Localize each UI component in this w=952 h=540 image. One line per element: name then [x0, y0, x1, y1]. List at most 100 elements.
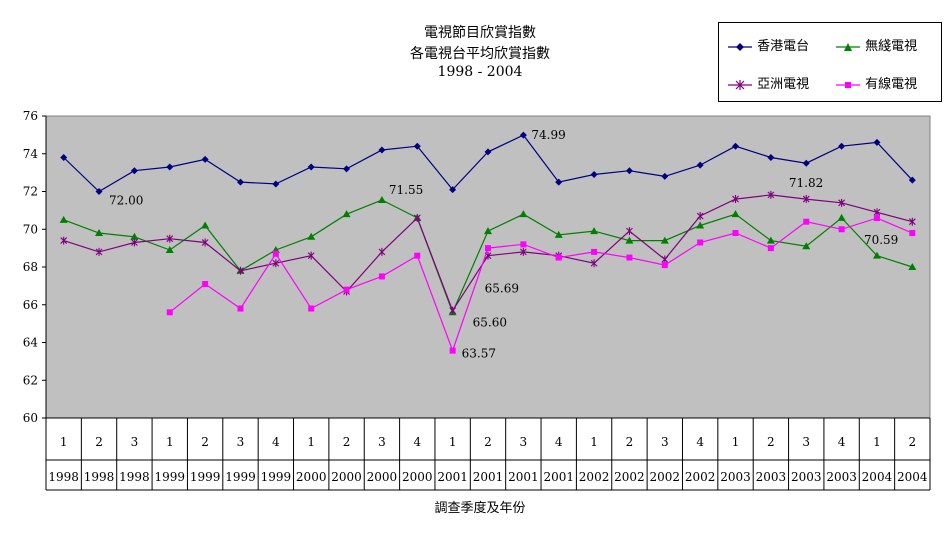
legend-item-rthk: 香港電台: [727, 35, 809, 54]
x-tick-label-year: 2001: [473, 470, 504, 484]
data-label: 65.60: [473, 315, 507, 329]
data-label: 65.69: [485, 281, 519, 295]
x-tick-label-year: 2000: [402, 470, 433, 484]
x-tick-label-quarter: 3: [237, 435, 245, 449]
y-tick-label: 66: [23, 298, 38, 312]
legend-item-cable: 有線電視: [835, 73, 917, 92]
data-label: 70.59: [864, 233, 898, 247]
series-3-point: [697, 239, 703, 245]
x-tick-label-quarter: 4: [838, 435, 846, 449]
legend-label-atv: 亞洲電視: [757, 77, 809, 92]
x-tick-label-year: 2002: [579, 470, 610, 484]
legend-marker-diamond-icon: [727, 41, 753, 53]
x-tick-label-year: 2003: [756, 470, 787, 484]
series-3-point: [237, 306, 243, 312]
data-label: 71.55: [389, 183, 423, 197]
y-tick-label: 72: [23, 185, 38, 199]
x-tick-label-year: 1999: [225, 470, 256, 484]
x-tick-label-year: 1999: [261, 470, 292, 484]
x-tick-label-quarter: 4: [272, 435, 280, 449]
legend: 香港電台 無綫電視 亞洲電視 有線電視: [718, 22, 942, 102]
x-tick-label-quarter: 2: [767, 435, 775, 449]
x-tick-label-year: 2004: [862, 470, 893, 484]
series-3-point: [485, 245, 491, 251]
x-tick-label-quarter: 2: [484, 435, 492, 449]
legend-item-tvb: 無綫電視: [835, 35, 917, 54]
x-tick-label-quarter: 1: [60, 435, 68, 449]
x-tick-label-quarter: 2: [343, 435, 351, 449]
series-3-point: [520, 241, 526, 247]
y-tick-label: 60: [23, 411, 38, 425]
x-tick-label-quarter: 4: [413, 435, 421, 449]
x-tick-label-quarter: 1: [449, 435, 457, 449]
series-3-point: [733, 230, 739, 236]
series-3-point: [591, 249, 597, 255]
data-label: 71.82: [789, 176, 823, 190]
series-3-point: [909, 230, 915, 236]
x-tick-label-year: 1998: [119, 470, 150, 484]
x-tick-label-quarter: 1: [873, 435, 881, 449]
y-tick-label: 70: [23, 222, 38, 236]
x-tick-label-quarter: 2: [908, 435, 916, 449]
series-3-point: [308, 306, 314, 312]
x-tick-label-year: 2004: [897, 470, 928, 484]
x-tick-label-year: 2001: [508, 470, 539, 484]
x-tick-label-quarter: 3: [378, 435, 386, 449]
series-3-point: [414, 253, 420, 259]
x-tick-label-year: 2003: [826, 470, 857, 484]
legend-marker-square-icon: [835, 79, 861, 91]
x-tick-label-year: 1999: [190, 470, 221, 484]
series-3-point: [768, 245, 774, 251]
data-label: 63.57: [462, 347, 496, 361]
x-tick-label-year: 2000: [296, 470, 327, 484]
x-axis-title: 調查季度及年份: [380, 497, 580, 516]
x-tick-label-year: 2001: [543, 470, 574, 484]
x-tick-label-year: 2002: [614, 470, 645, 484]
x-tick-label-quarter: 3: [131, 435, 139, 449]
legend-marker-star-icon: [727, 79, 753, 91]
series-3-point: [273, 251, 279, 257]
series-3-point: [662, 262, 668, 268]
x-tick-label-quarter: 2: [95, 435, 103, 449]
legend-label-cable: 有線電視: [865, 77, 917, 92]
x-tick-label-quarter: 4: [555, 435, 563, 449]
series-3-point: [450, 348, 456, 354]
series-3-point: [202, 281, 208, 287]
series-3-point: [556, 255, 562, 261]
x-tick-label-quarter: 3: [520, 435, 528, 449]
y-tick-label: 62: [23, 373, 38, 387]
data-label: 74.99: [531, 128, 565, 142]
x-tick-label-year: 2000: [331, 470, 362, 484]
x-tick-label-quarter: 1: [307, 435, 315, 449]
x-tick-label-quarter: 1: [732, 435, 740, 449]
y-tick-label: 68: [23, 260, 38, 274]
x-tick-label-quarter: 2: [626, 435, 634, 449]
x-tick-label-year: 2003: [791, 470, 822, 484]
series-3-point: [167, 309, 173, 315]
series-3-point: [379, 273, 385, 279]
x-tick-label-quarter: 3: [802, 435, 810, 449]
series-3-point: [803, 219, 809, 225]
y-tick-label: 74: [23, 147, 39, 161]
x-tick-label-quarter: 1: [590, 435, 598, 449]
legend-marker-triangle-icon: [835, 41, 861, 53]
x-tick-label-year: 1999: [154, 470, 185, 484]
x-tick-label-year: 2002: [650, 470, 681, 484]
data-label: 72.00: [109, 194, 143, 208]
y-tick-label: 64: [23, 336, 39, 350]
x-tick-label-year: 2000: [367, 470, 398, 484]
series-3-point: [344, 287, 350, 293]
y-tick-label: 76: [23, 109, 38, 123]
x-tick-label-quarter: 4: [696, 435, 704, 449]
legend-item-atv: 亞洲電視: [727, 73, 809, 92]
x-tick-label-year: 2003: [720, 470, 751, 484]
x-tick-label-quarter: 3: [661, 435, 669, 449]
x-tick-label-quarter: 1: [166, 435, 174, 449]
legend-label-rthk: 香港電台: [757, 39, 809, 54]
x-tick-label-year: 1998: [84, 470, 115, 484]
series-3-point: [839, 226, 845, 232]
legend-label-tvb: 無綫電視: [865, 39, 917, 54]
x-tick-label-quarter: 2: [201, 435, 209, 449]
x-tick-label-year: 1998: [48, 470, 79, 484]
x-tick-label-year: 2001: [437, 470, 468, 484]
